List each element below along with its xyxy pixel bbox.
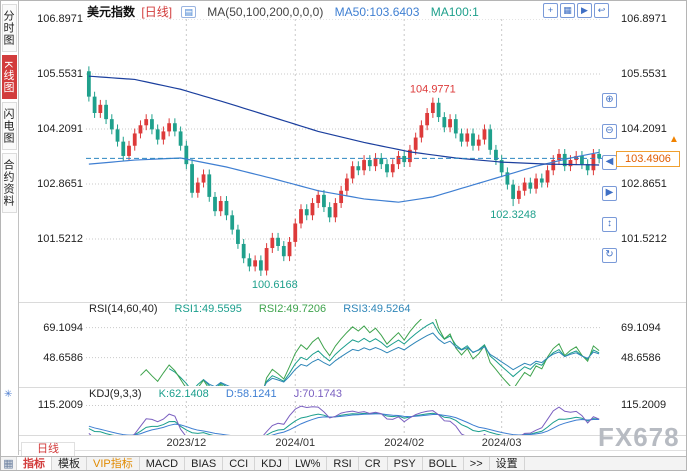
panel-divider [19,302,686,303]
chart-header: 美元指数 [日线] ▤ MA(50,100,200,0,0,0) MA50:10… [87,3,479,19]
kdj-k-line [88,412,600,435]
kdj-axis-label: 115.2009 [621,399,667,412]
price-axis-label: 101.5212 [37,232,83,245]
x-axis-label: 2024/03 [481,437,522,449]
price-axis-label: 102.8651 [621,177,667,190]
rsi2-line [140,319,600,386]
x-axis-label: 2023/12 [166,437,207,449]
rsi1-line [168,321,600,386]
ma100-line [88,75,600,166]
scroll-right-icon[interactable]: ▶ [602,186,617,201]
header-toolbar: + ▦ ▶ ↩ [543,3,609,18]
kdj-label: KDJ(9,3,3) [89,388,142,400]
kdj-legend: KDJ(9,3,3) K:62.1408 D:58.1241 J:70.1743 [89,388,356,400]
toolbar-item-3[interactable]: MACD [140,457,186,470]
indicator-icon[interactable]: ▤ [181,6,196,18]
panel-divider [19,435,686,436]
bottom-toolbar: ▦ 指标 模板 VIP指标 MACD BIAS CCI KDJ LW% RSI CR PSY BOLL >… [1,456,686,470]
candlestick-series [86,66,602,276]
period-label: [日线] [141,5,173,19]
price-axis-label: 104.2091 [621,122,667,135]
rsi2-value: RSI2:49.7206 [258,303,327,315]
toolbar-item-8[interactable]: RSI [327,457,359,470]
price-axis-label: 101.5212 [621,232,667,245]
refresh-icon[interactable]: ↻ [602,248,617,263]
price-annotation: 104.9771 [410,84,456,96]
fit-height-icon[interactable]: ↕ [602,217,617,232]
price-axis-label: 105.5531 [37,67,83,80]
ma-params-label: MA(50,100,200,0,0,0) [207,5,324,19]
rsi-axis-label: 69.1094 [43,321,83,334]
toolbar-item-6[interactable]: KDJ [255,457,289,470]
ma50-line [88,151,600,203]
sidebar-item-contract-info[interactable]: 合约资料 [2,153,17,214]
scroll-left-icon[interactable]: ◀ [602,155,617,170]
left-sidebar: 分时图 K线图 闪电图 合约资料 [1,1,19,455]
zoom-out-icon[interactable]: ⊖ [602,124,617,139]
back-icon[interactable]: ↩ [594,3,609,18]
price-chart[interactable]: 104.9771 100.6168 102.3248 [86,19,602,301]
kdj-d-value: D:58.1241 [225,388,277,400]
x-axis-label: 2024/01 [275,437,316,449]
kdj-j-value: J:70.1743 [293,388,343,400]
toolbar-item-9[interactable]: CR [359,457,388,470]
rsi-axis-label: 48.6586 [43,351,83,364]
price-axis-label: 106.8971 [37,13,83,25]
kdj-k-value: K:62.1408 [158,388,209,400]
sidebar-item-lightning-chart[interactable]: 闪电图 [2,102,17,151]
toolbar-item-10[interactable]: PSY [388,457,423,470]
price-annotation: 100.6168 [252,279,298,291]
chart-tools: ⊕ ⊖ ◀ ▶ ↕ ↻ [602,93,617,263]
watermark: FX678 [598,422,680,452]
zoom-in-icon[interactable]: ⊕ [602,93,617,108]
price-axis-label: 105.5531 [621,67,667,80]
crosshair-icon[interactable]: + [543,3,558,18]
toolbar-item-12[interactable]: >> [464,457,490,470]
tab-baseline [19,450,686,451]
kdj-chart[interactable] [86,401,602,435]
kdj-axis-label: 115.2009 [37,399,83,412]
sidebar-item-time-chart[interactable]: 分时图 [2,4,17,52]
price-axis-label: 102.8651 [37,177,83,190]
price-annotation: 102.3248 [490,209,536,221]
rsi-axis-label: 48.6586 [621,351,661,364]
play-icon[interactable]: ▶ [577,3,592,18]
rsi1-value: RSI1:49.5595 [174,303,242,315]
layout-grid-icon[interactable]: ▦ [1,457,17,470]
ma50-value: MA50:103.6403 [334,5,420,19]
grid-view-icon[interactable]: ▦ [560,3,575,18]
rsi3-value: RSI3:49.5264 [343,303,411,315]
toolbar-item-5[interactable]: CCI [223,457,256,470]
indicator-settings-icon[interactable]: ✳ [4,389,13,400]
latest-price-arrow[interactable]: ▲ [669,134,679,146]
rsi-legend: RSI(14,60,40) RSI1:49.5595 RSI2:49.7206 … [89,303,425,315]
toolbar-item-7[interactable]: LW% [289,457,328,470]
toolbar-item-1[interactable]: 模板 [52,457,87,470]
toolbar-item-13[interactable]: 设置 [490,457,525,470]
toolbar-item-2[interactable]: VIP指标 [87,457,140,470]
rsi3-line [203,332,600,386]
period-tab-daily[interactable]: 日线 [21,442,75,457]
toolbar-item-0[interactable]: 指标 [17,457,52,470]
toolbar-item-11[interactable]: BOLL [423,457,464,470]
symbol-name: 美元指数 [87,5,136,19]
current-price-badge: 103.4906 [616,151,680,168]
price-axis-label: 104.2091 [37,122,83,135]
sidebar-item-kline-chart[interactable]: K线图 [2,55,17,100]
ma100-value: MA100:1 [430,5,479,19]
toolbar-item-4[interactable]: BIAS [185,457,224,470]
panel-divider [19,387,686,388]
price-axis-label: 106.8971 [621,13,667,25]
rsi-chart[interactable] [86,319,602,386]
rsi-axis-label: 69.1094 [621,321,661,334]
rsi-label: RSI(14,60,40) [89,303,158,315]
x-axis-label: 2024/02 [384,437,425,449]
kdj-j-line [88,405,600,435]
kdj-d-line [88,413,600,435]
